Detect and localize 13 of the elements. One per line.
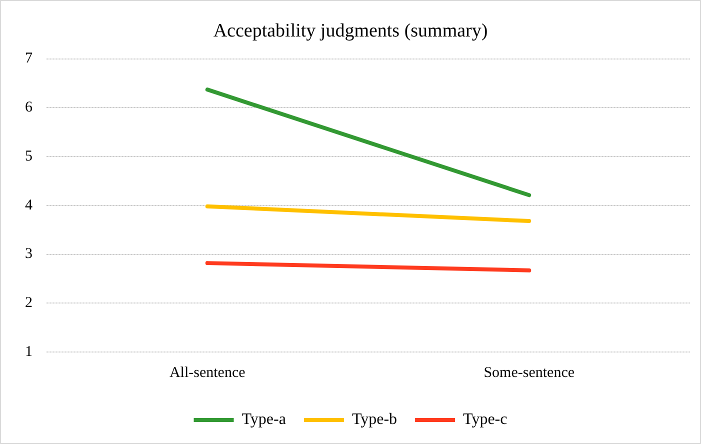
legend-label: Type-b bbox=[352, 411, 398, 428]
chart-title: Acceptability judgments (summary) bbox=[213, 20, 488, 42]
legend-label: Type-c bbox=[463, 411, 508, 428]
y-tick-label: 3 bbox=[25, 246, 32, 262]
y-tick-label: 1 bbox=[25, 344, 32, 360]
legend-label: Type-a bbox=[242, 411, 286, 428]
y-tick-label: 5 bbox=[25, 148, 32, 164]
x-tick-label: All-sentence bbox=[169, 364, 246, 381]
y-tick-label: 2 bbox=[25, 295, 32, 312]
y-tick-label: 6 bbox=[25, 100, 33, 116]
y-tick-label: 4 bbox=[25, 197, 33, 214]
x-tick-label: Some-sentence bbox=[484, 364, 575, 381]
y-tick-label: 7 bbox=[25, 50, 33, 67]
